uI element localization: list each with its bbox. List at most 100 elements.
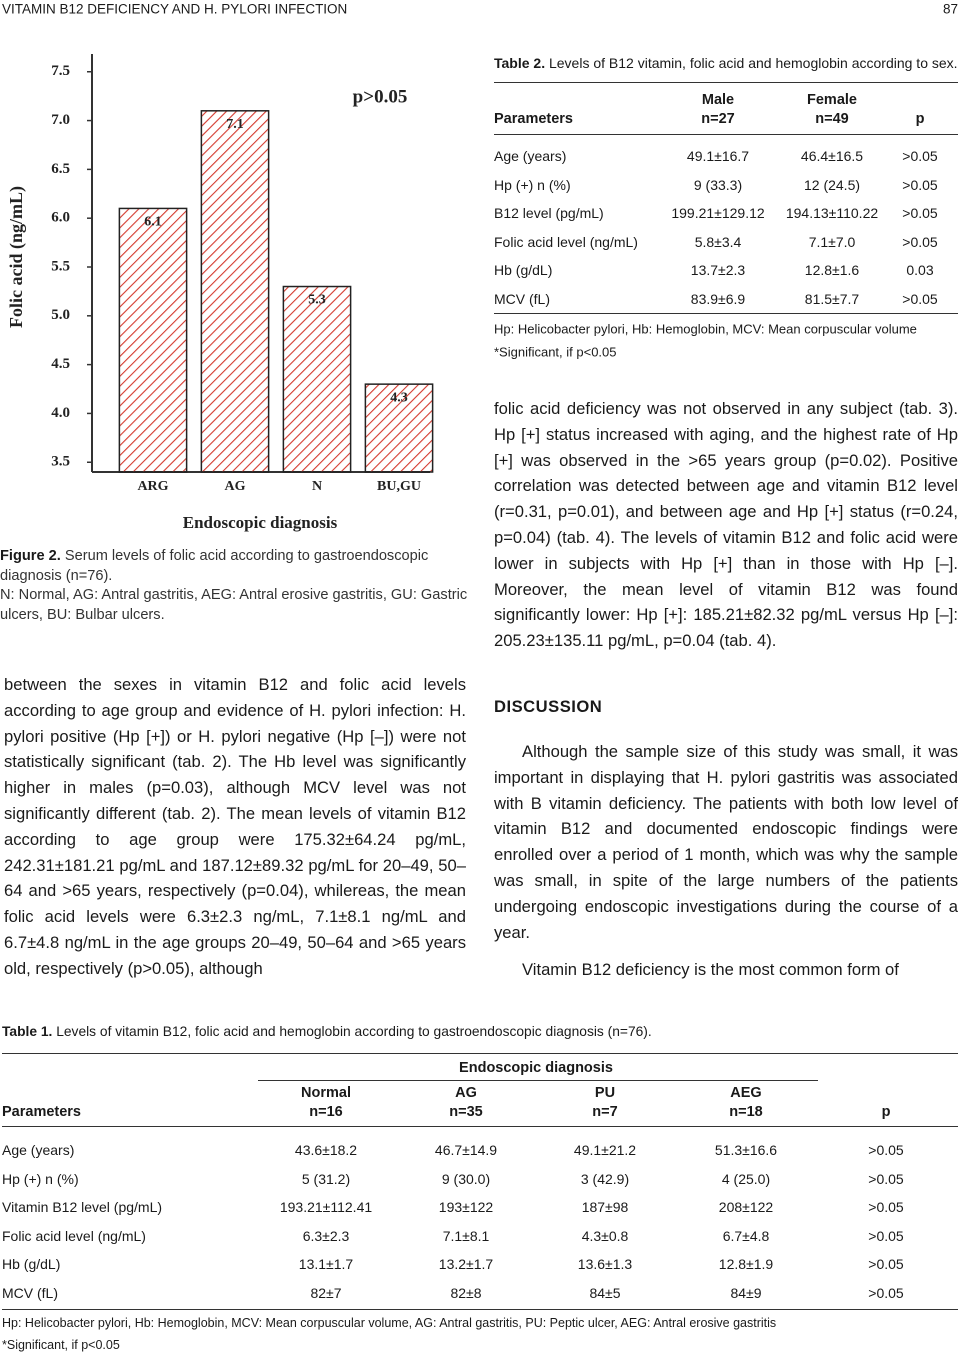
table-cell: 3 (42.9): [580, 1170, 630, 1187]
table-cell: MCV (fL): [494, 290, 550, 307]
table-cell: 6.7±4.8: [722, 1227, 770, 1244]
table-cell: 6.3±2.3: [302, 1227, 350, 1244]
column-header-n: n=35: [449, 1104, 483, 1120]
table-cell: 9 (33.3): [693, 176, 743, 193]
table-cell: 84±9: [730, 1285, 762, 1301]
table-cell: 4.3±0.8: [581, 1227, 629, 1244]
table-footnote: *Significant, if p<0.05: [494, 344, 617, 360]
column-header: Normal: [301, 1085, 351, 1101]
y-tick-label: 6.0: [51, 210, 70, 226]
caption-label: Figure 2.: [0, 548, 61, 564]
table-cell: 187±98: [581, 1199, 629, 1216]
column-header: Parameters: [2, 1104, 81, 1120]
x-tick-label: AG: [225, 479, 246, 494]
y-tick-label: 5.5: [51, 258, 70, 274]
caption-note: N: Normal, AG: Antral gastritis, AEG: An…: [0, 587, 468, 623]
table-cell: >0.05: [902, 148, 938, 164]
table-cell: B12 level (pg/mL): [494, 205, 604, 221]
table-rule: [258, 1080, 818, 1081]
table-cell: Folic acid level (ng/mL): [2, 1227, 146, 1244]
x-tick-label: BU,GU: [377, 479, 421, 494]
bar: [200, 110, 270, 473]
value-label: 4.3: [390, 390, 408, 405]
annotation: p>0.05: [353, 86, 408, 107]
paragraph: Vitamin B12 deficiency is the most commo…: [522, 960, 899, 979]
table-cell: >0.05: [902, 233, 938, 250]
table-cell: >0.05: [868, 1142, 904, 1158]
y-tick-label: 4.5: [51, 356, 70, 372]
table-rule: [2, 1126, 958, 1127]
paragraph: Although the sample size of this study w…: [494, 742, 958, 942]
table-cell: >0.05: [868, 1227, 904, 1244]
table-rule: [494, 313, 958, 314]
table-cell: >0.05: [902, 176, 938, 193]
table-cell: 43.6±18.2: [294, 1142, 358, 1158]
table-footnote: *Significant, if p<0.05: [2, 1338, 120, 1352]
table-cell: Age (years): [2, 1142, 75, 1158]
table-cell: 5.8±3.4: [694, 233, 742, 250]
table-cell: 199.21±129.12: [671, 205, 765, 221]
section-heading: DISCUSSION: [494, 697, 603, 716]
paragraph: between the sexes in vitamin B12 and fol…: [4, 675, 466, 978]
table-rule: [494, 134, 958, 135]
table-cell: Folic acid level (ng/mL): [494, 233, 638, 250]
value-label: 6.1: [144, 215, 162, 230]
table-cell: Hb (g/dL): [2, 1256, 61, 1273]
table-cell: Age (years): [494, 148, 567, 164]
group-header: Endoscopic diagnosis: [459, 1060, 613, 1076]
table-cell: 13.1±1.7: [298, 1256, 354, 1273]
table-cell: 13.7±2.3: [690, 262, 746, 278]
table-cell: Hp (+) n (%): [2, 1170, 79, 1187]
table-cell: >0.05: [868, 1256, 904, 1273]
table-cell: 9 (30.0): [441, 1170, 491, 1187]
column-header-n: n=16: [309, 1104, 343, 1120]
column-header-n: n=7: [592, 1104, 618, 1120]
table-cell: Hp (+) n (%): [494, 176, 571, 193]
table-footnote: Hp: Helicobacter pylori, Hb: Hemoglobin,…: [494, 321, 917, 337]
table-cell: 46.7±14.9: [434, 1142, 498, 1158]
x-tick-label: ARG: [137, 479, 168, 494]
table-rule: [2, 1053, 958, 1054]
column-header-n: n=27: [701, 111, 735, 127]
table-cell: 5 (31.2): [301, 1170, 351, 1187]
table-caption: Table 1. Levels of vitamin B12, folic ac…: [2, 1024, 652, 1039]
column-header: Parameters: [494, 111, 573, 127]
column-header: AG: [455, 1085, 477, 1101]
table-cell: 84±5: [589, 1285, 621, 1301]
table-cell: 82±8: [450, 1285, 482, 1301]
table-cell: >0.05: [868, 1285, 904, 1301]
table-cell: >0.05: [868, 1170, 904, 1187]
chart: 3.5 4.0 4.5 5.0 5.5 6.0 6.5 7.0 7.5 Folic acid (n…: [6, 54, 434, 532]
y-tick-label: 4.0: [51, 405, 70, 421]
page-number: 87: [942, 1, 958, 17]
bar: [118, 207, 188, 473]
y-tick-label: 7.5: [51, 63, 70, 79]
column-header: PU: [594, 1085, 616, 1101]
value-label: 5.3: [308, 293, 326, 308]
table-rule: [494, 82, 958, 83]
table-cell: 13.2±1.7: [438, 1256, 494, 1273]
table-caption: Table 2. Levels of B12 vitamin, folic ac…: [494, 55, 958, 71]
figure-caption: Figure 2. Serum levels of folic acid acc…: [0, 547, 470, 625]
table-cell: >0.05: [868, 1199, 904, 1216]
caption-text: Serum levels of folic acid according to …: [0, 548, 429, 584]
caption-label: Table 2.: [494, 55, 546, 71]
column-header: Female: [807, 92, 857, 108]
caption-label: Table 1.: [2, 1024, 53, 1039]
table-cell: 194.13±110.22: [785, 205, 879, 221]
bar: [364, 383, 434, 473]
table-cell: Hb (g/dL): [494, 262, 553, 278]
value-label: 7.1: [226, 117, 244, 132]
table-cell: 82±7: [310, 1285, 342, 1301]
table-rule: [2, 1309, 958, 1310]
table-cell: 46.4±16.5: [800, 148, 864, 164]
y-tick-label: 5.0: [51, 307, 70, 323]
y-axis-label: Folic acid (ng/mL): [6, 186, 27, 328]
column-header-n: n=49: [815, 111, 849, 127]
bar: [282, 285, 352, 473]
x-axis-label: Endoscopic diagnosis: [183, 513, 338, 532]
column-header: Male: [701, 92, 735, 108]
x-tick-label: N: [312, 479, 322, 494]
table-cell: 51.3±16.6: [714, 1142, 778, 1158]
table-cell: 193±122: [438, 1199, 494, 1216]
